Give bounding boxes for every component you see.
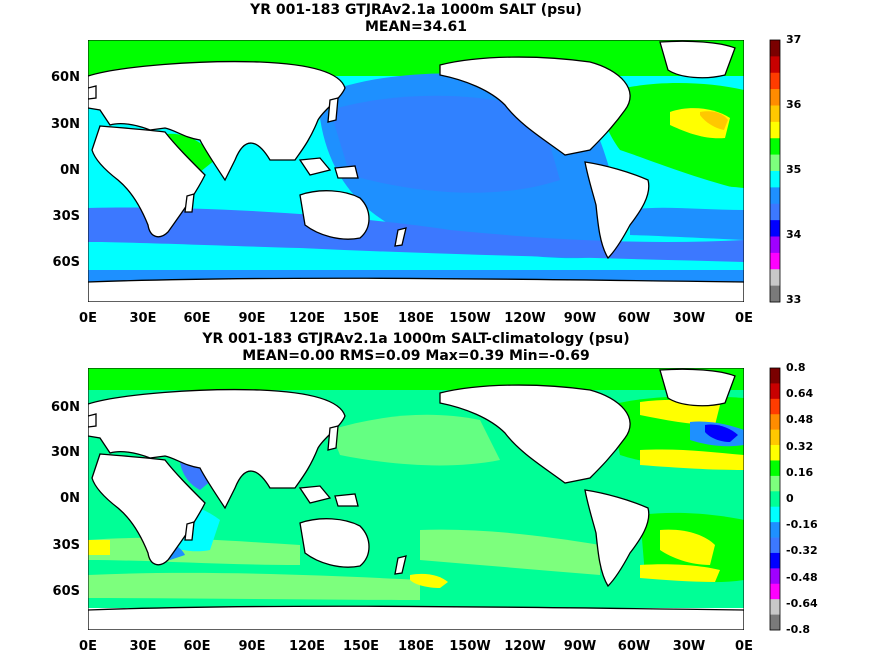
panel2-colorbar-label: 0 xyxy=(786,492,794,505)
colorbar-swatch xyxy=(770,568,780,585)
colorbar-swatch xyxy=(770,383,780,400)
panel1-colorbar-label: 35 xyxy=(786,163,802,176)
panel1-xticks: 0E 30E 60E 90E 120E 150E 180E 150W 120W 90W 60W 30W… xyxy=(0,312,875,328)
panel2-xtick: 90E xyxy=(238,639,266,654)
panel2-xtick: 120W xyxy=(504,639,546,654)
colorbar-swatch xyxy=(770,72,780,90)
panel1-xtick: 60E xyxy=(183,311,211,326)
panel2-xtick: 30E xyxy=(129,639,157,654)
colorbar-swatch xyxy=(770,269,780,286)
panel2-colorbar-label: -0.64 xyxy=(786,596,818,610)
colorbar-swatch xyxy=(770,537,780,554)
panel1-map xyxy=(88,40,744,302)
panel2-colorbar-label: -0.32 xyxy=(786,544,818,558)
colorbar-swatch xyxy=(770,252,780,270)
panel2-xtick: 0E xyxy=(735,639,753,654)
panel2-map xyxy=(88,368,744,630)
colorbar-swatch xyxy=(770,89,780,106)
colorbar-swatch xyxy=(770,414,780,430)
panel1-ytick-0n: 0N xyxy=(60,163,80,178)
colorbar-swatch xyxy=(770,429,780,446)
panel2-title: YR 001-183 GTJRAv2.1a 1000m SALT-climato… xyxy=(202,331,630,347)
panel1-colorbar-label: 37 xyxy=(786,33,802,46)
panel1-xtick: 120W xyxy=(504,311,546,326)
panel2-colorbar xyxy=(769,367,781,631)
panel2-ytick-30n: 30N xyxy=(51,445,80,460)
colorbar-swatch xyxy=(770,285,780,303)
panel1-xtick: 0E xyxy=(79,311,97,326)
panel1-xtick: 30E xyxy=(129,311,157,326)
panel1-xtick: 150W xyxy=(449,311,491,326)
panel2-xtick: 60E xyxy=(183,639,211,654)
colorbar-swatch xyxy=(770,522,780,538)
panel2-colorbar-label: 0.48 xyxy=(786,413,814,427)
panel1-ytick-60s: 60S xyxy=(52,255,80,270)
panel1-xtick: 120E xyxy=(288,311,326,326)
panel1-title: YR 001-183 GTJRAv2.1a 1000m SALT (psu) xyxy=(250,2,582,18)
panel2-xticks: 0E 30E 60E 90E 120E 150E 180E 150W 120W 90W 60W 30W… xyxy=(0,640,875,656)
panel2-colorbar-label: -0.48 xyxy=(786,570,818,584)
panel1-colorbar xyxy=(769,39,781,303)
colorbar-swatch xyxy=(770,583,780,600)
panel2-colorbar-label: -0.8 xyxy=(786,623,811,636)
panel2-xtick: 120E xyxy=(288,639,326,654)
panel2-xtick: 180E xyxy=(397,639,435,654)
panel1-ytick-30s: 30S xyxy=(52,209,80,224)
colorbar-swatch xyxy=(770,599,780,615)
panel1-xtick: 0E xyxy=(735,311,753,326)
panel2-ytick-30s: 30S xyxy=(52,538,80,553)
colorbar-swatch xyxy=(770,154,780,172)
panel1-xtick: 90W xyxy=(563,311,597,326)
colorbar-swatch xyxy=(770,491,780,508)
colorbar-swatch xyxy=(770,187,780,205)
panel1-xtick: 30W xyxy=(672,311,706,326)
colorbar-swatch xyxy=(770,56,780,74)
colorbar-swatch xyxy=(770,171,780,188)
panel1-ytick-30n: 30N xyxy=(51,117,80,132)
panel2-colorbar-label: 0.32 xyxy=(786,439,814,453)
panel1-xtick: 60W xyxy=(617,311,651,326)
colorbar-swatch xyxy=(770,445,780,461)
colorbar-border xyxy=(769,39,781,303)
colorbar-swatch xyxy=(770,460,780,477)
panel1-xtick: 180E xyxy=(397,311,435,326)
panel1-subtitle: MEAN=34.61 xyxy=(364,19,468,35)
colorbar-swatch xyxy=(770,203,780,221)
panel2-xtick: 150E xyxy=(342,639,380,654)
colorbar-swatch xyxy=(770,552,780,569)
panel1-xtick: 90E xyxy=(238,311,266,326)
panel1-ytick-60n: 60N xyxy=(51,70,80,85)
panel2-subtitle: MEAN=0.00 RMS=0.09 Max=0.39 Min=-0.69 xyxy=(242,348,590,364)
colorbar-swatch xyxy=(770,40,780,57)
panel2-colorbar-label: 0.8 xyxy=(786,361,806,374)
panel2-colorbar-label: 0.16 xyxy=(786,465,814,479)
panel2-xtick: 30W xyxy=(672,639,706,654)
colorbar-swatch xyxy=(770,506,780,523)
panel2-xtick: 150W xyxy=(449,639,491,654)
panel2-ytick-0n: 0N xyxy=(60,491,80,506)
colorbar-swatch xyxy=(770,614,780,631)
colorbar-swatch xyxy=(770,398,780,415)
colorbar-swatch xyxy=(770,121,780,139)
colorbar-swatch xyxy=(770,105,780,123)
panel1-colorbar-label: 36 xyxy=(786,98,802,111)
panel2-xtick: 60W xyxy=(617,639,651,654)
panel2-ytick-60s: 60S xyxy=(52,584,80,599)
panel2-ytick-60n: 60N xyxy=(51,400,80,415)
colorbar-border xyxy=(769,367,781,631)
panel1-colorbar-label: 34 xyxy=(786,228,802,241)
panel2-xtick: 90W xyxy=(563,639,597,654)
colorbar-swatch xyxy=(770,236,780,254)
colorbar-swatch xyxy=(770,138,780,155)
panel1-xtick: 150E xyxy=(342,311,380,326)
panel2-xtick: 0E xyxy=(79,639,97,654)
colorbar-swatch xyxy=(770,475,780,492)
colorbar-swatch xyxy=(770,220,780,237)
panel1-colorbar-label: 33 xyxy=(786,293,802,306)
panel2-colorbar-label: -0.16 xyxy=(786,518,818,532)
panel2-colorbar-label: 0.64 xyxy=(786,387,814,401)
colorbar-swatch xyxy=(770,368,780,384)
